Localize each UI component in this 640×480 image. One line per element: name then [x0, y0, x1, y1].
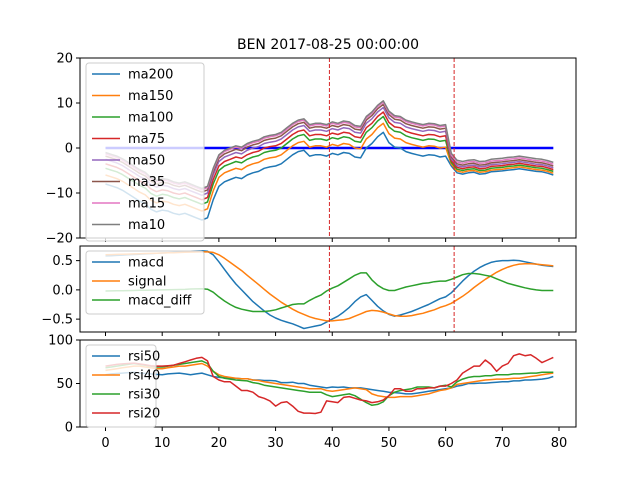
- panel-0: 20100−10−20ma200ma150ma100ma75ma50ma35ma…: [46, 52, 577, 247]
- legend-label-signal: signal: [128, 275, 166, 290]
- legend-box: [85, 250, 205, 315]
- legend-label-rsi20: rsi20: [128, 407, 160, 422]
- series-line-rsi20: [105, 353, 554, 415]
- series-line-rsi40: [105, 362, 554, 399]
- legend-0: ma200 ma150 ma100 ma75 ma50 ma35 ma15 ma10: [85, 62, 205, 242]
- y-tick-label: 50: [56, 377, 73, 392]
- legend-box: [85, 62, 205, 242]
- x-tick-label: 40: [324, 436, 341, 451]
- legend-label-macd: macd: [128, 256, 164, 271]
- panel-1: 0.5 0.0 −0.5 macd signal macd_diff: [41, 245, 577, 336]
- x-tick-label: 60: [437, 436, 454, 451]
- legend-label-ma150: ma150: [128, 89, 173, 104]
- legend-label-ma10: ma10: [128, 218, 165, 233]
- legend-label-ma75: ma75: [128, 132, 165, 147]
- legend-label-ma100: ma100: [128, 111, 173, 126]
- panels: 20100−10−20ma200ma150ma100ma75ma50ma35ma…: [41, 52, 577, 451]
- chart-title: BEN 2017-08-25 00:00:00: [237, 37, 419, 53]
- y-tick-label: 0: [65, 421, 73, 436]
- legend-label-ma200: ma200: [128, 68, 173, 83]
- y-tick-label: 100: [48, 334, 73, 349]
- x-tick-label: 30: [267, 436, 284, 451]
- legend-label-rsi50: rsi50: [128, 350, 160, 365]
- y-tick-label: −10: [46, 187, 73, 202]
- x-tick-label: 80: [551, 436, 568, 451]
- x-tick-label: 50: [381, 436, 398, 451]
- y-tick-label: −20: [46, 232, 73, 247]
- y-tick-label: 0.0: [52, 283, 73, 298]
- x-tick-label: 0: [101, 436, 109, 451]
- legend-label-ma50: ma50: [128, 154, 165, 169]
- x-tick-label: 20: [211, 436, 228, 451]
- y-tick-label: 10: [56, 97, 73, 112]
- series-line-rsi50: [105, 371, 554, 395]
- y-tick-label: 20: [56, 52, 73, 67]
- legend-label-ma15: ma15: [128, 197, 165, 212]
- legend-label-ma35: ma35: [128, 175, 165, 190]
- x-tick-label: 10: [154, 436, 171, 451]
- y-tick-label: 0: [65, 142, 73, 157]
- series-line-rsi30: [105, 360, 554, 407]
- axes-frame-1: [79, 245, 577, 333]
- legend-2: rsi50 rsi40 rsi30 rsi20: [85, 344, 160, 428]
- legend-label-rsi30: rsi30: [128, 388, 160, 403]
- y-tick-label: −0.5: [41, 313, 73, 328]
- plot-area-2: [105, 353, 554, 415]
- legend-label-rsi40: rsi40: [128, 369, 160, 384]
- legend-label-macd_diff: macd_diff: [128, 294, 192, 309]
- legend-1: macd signal macd_diff: [85, 250, 205, 315]
- x-tick-label: 70: [494, 436, 511, 451]
- y-tick-label: 0.5: [52, 254, 73, 269]
- legend-box: [85, 344, 157, 428]
